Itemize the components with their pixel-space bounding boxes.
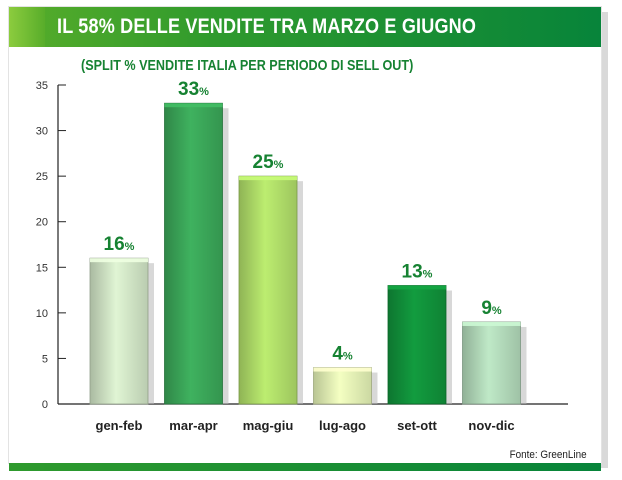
y-tick-label: 5 — [42, 353, 48, 365]
bar-top-highlight — [90, 258, 148, 263]
source-note: Fonte: GreenLine — [509, 449, 587, 461]
data-label: 4% — [332, 344, 353, 365]
x-tick-label: mar-apr — [169, 418, 217, 433]
bar-top-highlight — [462, 321, 521, 326]
y-tick-label: 15 — [36, 262, 48, 274]
x-tick-label: mag-giu — [243, 418, 294, 433]
chart-title: IL 58% DELLE VENDITE TRA MARZO E GIUGNO — [57, 15, 477, 38]
title-accent — [9, 7, 45, 47]
bar — [164, 102, 223, 405]
bottom-bar — [9, 463, 601, 471]
bar — [313, 367, 372, 405]
y-tick-label: 30 — [36, 126, 48, 138]
data-label: 25% — [253, 152, 284, 173]
bar — [89, 257, 149, 405]
y-tick-label: 10 — [36, 308, 48, 320]
data-label: 33% — [178, 79, 209, 100]
x-tick-label: set-ott — [397, 418, 437, 433]
bar — [387, 285, 447, 405]
bar — [462, 321, 521, 405]
x-tick-label: nov-dic — [468, 418, 514, 433]
x-tick-label: gen-feb — [96, 418, 143, 433]
x-tick-label: lug-ago — [319, 418, 366, 433]
data-label: 13% — [402, 262, 433, 283]
bar-top-highlight — [239, 176, 297, 181]
bar-top-highlight — [313, 367, 372, 372]
y-tick-label: 0 — [42, 399, 48, 411]
data-label: 16% — [104, 234, 135, 255]
bar — [238, 175, 298, 405]
data-label: 9% — [481, 298, 502, 319]
bar-top-highlight — [388, 285, 446, 290]
title-bar: IL 58% DELLE VENDITE TRA MARZO E GIUGNO — [9, 7, 601, 47]
y-tick-label: 25 — [36, 171, 48, 183]
y-tick-label: 20 — [36, 217, 48, 229]
chart-subtitle: (SPLIT % VENDITE ITALIA PER PERIODO DI S… — [81, 57, 414, 74]
bar-top-highlight — [164, 103, 223, 108]
y-tick-label: 35 — [36, 80, 48, 92]
